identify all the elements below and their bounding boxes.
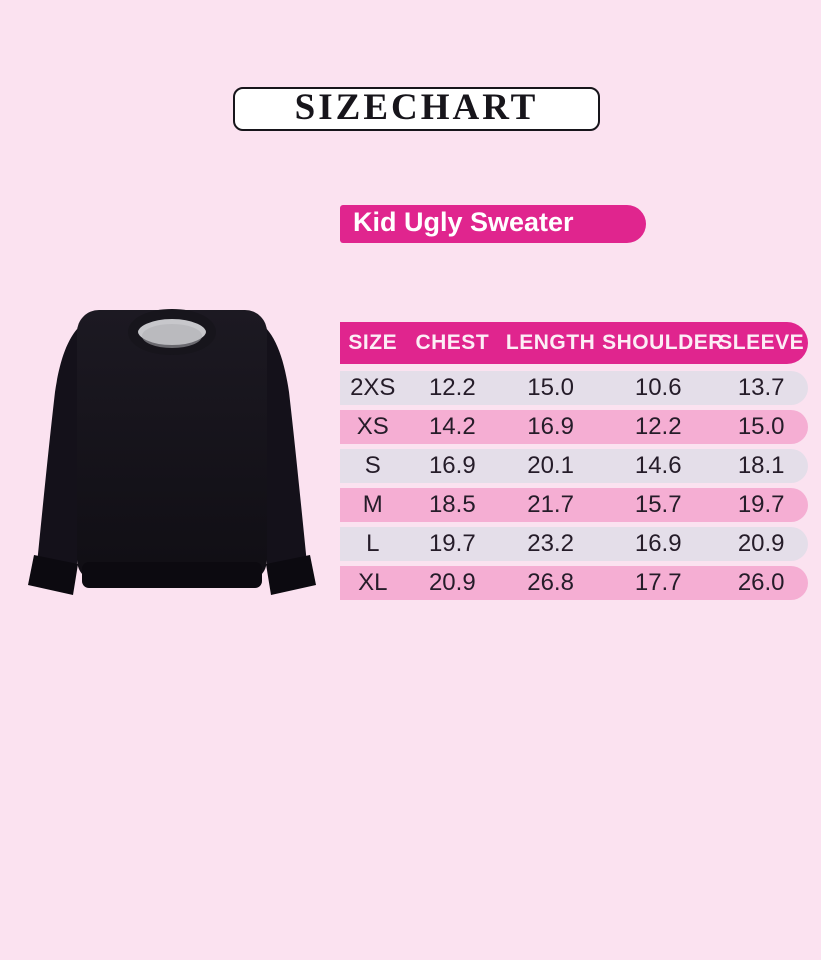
cell-length: 26.8	[527, 569, 574, 596]
cell-chest: 18.5	[428, 491, 476, 518]
cell-length: 21.7	[527, 491, 574, 518]
cell-shoulder: 15.7	[634, 491, 682, 518]
product-name-banner: Kid Ugly Sweater	[340, 205, 646, 243]
cell-chest: 14.2	[428, 413, 476, 440]
col-header-length: LENGTH	[505, 331, 596, 354]
size-chart-title-box: SIZECHART	[233, 87, 600, 131]
cell-shoulder: 10.6	[634, 374, 682, 401]
cell-length: 15.0	[527, 374, 574, 401]
cell-size: L	[366, 530, 380, 557]
cell-sleeve: 15.0	[737, 413, 785, 440]
cell-size: 2XS	[350, 374, 396, 401]
table-row: S 16.9 20.1 14.6 18.1	[340, 449, 808, 483]
cell-sleeve: 13.7	[737, 374, 785, 401]
product-name-label: Kid Ugly Sweater	[353, 207, 574, 237]
table-row: L 19.7 23.2 16.9 20.9	[340, 527, 808, 561]
sweater-left-cuff	[28, 555, 78, 595]
cell-chest: 12.2	[428, 374, 476, 401]
col-header-chest: CHEST	[415, 331, 490, 354]
cell-shoulder: 12.2	[634, 413, 682, 440]
cell-chest: 16.9	[428, 452, 476, 479]
cell-sleeve: 18.1	[737, 452, 785, 479]
cell-chest: 20.9	[428, 569, 476, 596]
sweater-hem	[82, 562, 262, 588]
cell-sleeve: 26.0	[737, 569, 785, 596]
cell-shoulder: 16.9	[634, 530, 682, 557]
sweater-torso	[77, 310, 267, 582]
cell-chest: 19.7	[428, 530, 476, 557]
cell-sleeve: 19.7	[737, 491, 785, 518]
cell-size: XS	[356, 413, 389, 440]
cell-size: M	[362, 491, 383, 518]
sweater-image	[28, 309, 316, 595]
page-title: SIZECHART	[294, 87, 539, 128]
table-row: M 18.5 21.7 15.7 19.7	[340, 488, 808, 522]
cell-shoulder: 17.7	[634, 569, 682, 596]
cell-shoulder: 14.6	[634, 452, 682, 479]
sweater-collar-shadow	[142, 324, 202, 348]
table-header-row: SIZE CHEST LENGTH SHOULDER SLEEVE	[340, 322, 808, 364]
table-row: XL 20.9 26.8 17.7 26.0	[340, 566, 808, 600]
cell-sleeve: 20.9	[737, 530, 785, 557]
table-body: 2XS 12.2 15.0 10.6 13.7 XS 14.2 16.9 12.2 15.0 S 16…	[340, 371, 808, 600]
size-table: SIZE CHEST LENGTH SHOULDER SLEEVE 2XS 12.…	[340, 322, 808, 600]
col-header-shoulder: SHOULDER	[602, 331, 724, 354]
col-header-sleeve: SLEEVE	[718, 331, 805, 354]
col-header-size: SIZE	[348, 331, 398, 354]
cell-size: S	[364, 452, 381, 479]
sweater-right-cuff	[266, 555, 316, 595]
table-row: 2XS 12.2 15.0 10.6 13.7	[340, 371, 808, 405]
cell-length: 16.9	[527, 413, 574, 440]
cell-size: XL	[358, 569, 388, 596]
cell-length: 20.1	[527, 452, 574, 479]
cell-length: 23.2	[527, 530, 574, 557]
table-row: XS 14.2 16.9 12.2 15.0	[340, 410, 808, 444]
